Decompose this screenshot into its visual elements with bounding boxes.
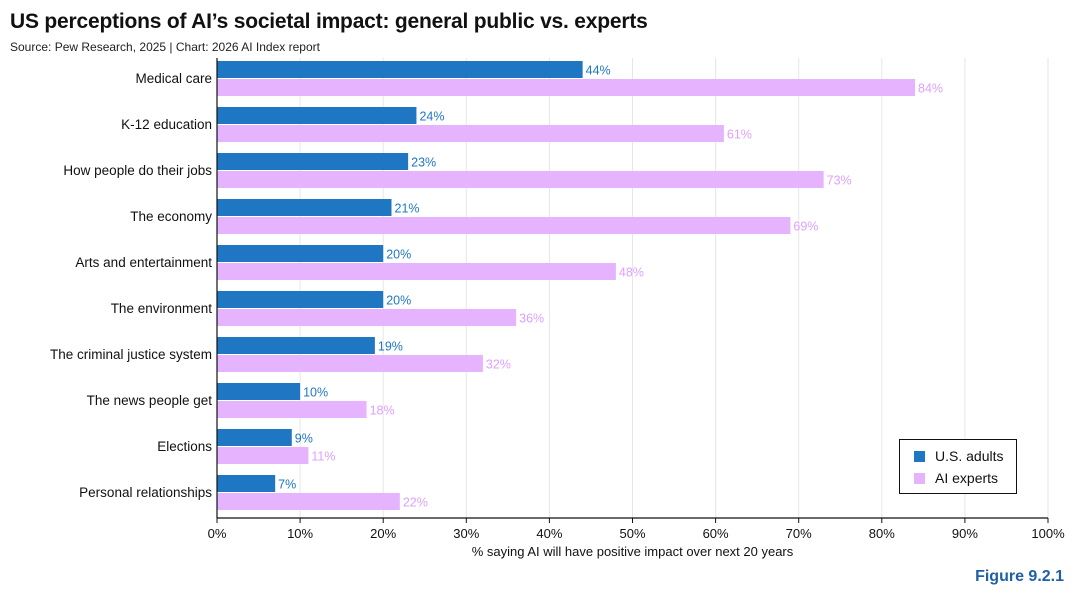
category-label: Medical care bbox=[135, 71, 212, 86]
bar-us-adults bbox=[217, 61, 583, 78]
legend-item-ai-experts: AI experts bbox=[914, 470, 998, 486]
bar-us-adults bbox=[217, 475, 276, 492]
data-label-ai-experts: 48% bbox=[619, 266, 644, 280]
chart-subtitle: Source: Pew Research, 2025 | Chart: 2026… bbox=[10, 40, 320, 54]
x-tick-label: 40% bbox=[536, 526, 562, 541]
chart-title: US perceptions of AI’s societal impact: … bbox=[10, 10, 648, 33]
x-tick-label: 30% bbox=[453, 526, 479, 541]
chart-legend: U.S. adults AI experts bbox=[899, 439, 1017, 494]
legend-item-us-adults: U.S. adults bbox=[914, 448, 1003, 464]
bar-ai-experts bbox=[217, 355, 483, 372]
x-tick-label: 80% bbox=[869, 526, 895, 541]
x-axis-title: % saying AI will have positive impact ov… bbox=[472, 544, 794, 559]
data-label-us-adults: 23% bbox=[411, 156, 436, 170]
category-label: How people do their jobs bbox=[63, 163, 212, 178]
data-label-us-adults: 20% bbox=[386, 294, 411, 308]
bar-ai-experts bbox=[217, 217, 791, 234]
data-label-us-adults: 24% bbox=[419, 110, 444, 124]
bar-ai-experts bbox=[217, 171, 824, 188]
x-tick-label: 20% bbox=[370, 526, 396, 541]
x-tick-label: 100% bbox=[1031, 526, 1065, 541]
x-tick-label: 90% bbox=[952, 526, 978, 541]
data-label-ai-experts: 61% bbox=[727, 128, 752, 142]
bar-ai-experts bbox=[217, 401, 367, 418]
x-tick-label: 70% bbox=[786, 526, 812, 541]
legend-label-us-adults: U.S. adults bbox=[935, 448, 1004, 464]
bar-ai-experts bbox=[217, 493, 400, 510]
data-label-ai-experts: 36% bbox=[519, 312, 544, 326]
x-tick-label: 10% bbox=[287, 526, 313, 541]
category-label: The news people get bbox=[87, 393, 213, 408]
data-label-us-adults: 7% bbox=[278, 478, 296, 492]
data-label-us-adults: 44% bbox=[586, 64, 611, 78]
category-label: The criminal justice system bbox=[50, 347, 212, 362]
bar-ai-experts bbox=[217, 309, 517, 326]
data-label-ai-experts: 84% bbox=[918, 82, 943, 96]
data-label-ai-experts: 18% bbox=[370, 404, 395, 418]
bar-ai-experts bbox=[217, 79, 916, 96]
x-tick-label: 0% bbox=[208, 526, 227, 541]
data-label-ai-experts: 22% bbox=[403, 496, 428, 510]
bar-us-adults bbox=[217, 245, 384, 262]
category-label: The environment bbox=[111, 301, 213, 316]
data-label-us-adults: 9% bbox=[295, 432, 313, 446]
category-label: The economy bbox=[130, 209, 212, 224]
data-label-ai-experts: 11% bbox=[311, 450, 335, 464]
legend-swatch-us-adults bbox=[914, 450, 925, 462]
data-label-us-adults: 20% bbox=[386, 248, 411, 262]
x-tick-label: 50% bbox=[619, 526, 645, 541]
bar-ai-experts bbox=[217, 125, 724, 142]
data-label-us-adults: 10% bbox=[303, 386, 328, 400]
bar-us-adults bbox=[217, 337, 375, 354]
bar-us-adults bbox=[217, 383, 301, 400]
data-label-us-adults: 19% bbox=[378, 340, 403, 354]
category-label: Arts and entertainment bbox=[75, 255, 212, 270]
bar-ai-experts bbox=[217, 447, 309, 464]
legend-swatch-ai-experts bbox=[914, 472, 925, 484]
data-label-ai-experts: 73% bbox=[827, 174, 852, 188]
category-label: Elections bbox=[157, 439, 212, 454]
data-label-ai-experts: 69% bbox=[793, 220, 818, 234]
bar-us-adults bbox=[217, 107, 417, 124]
data-label-ai-experts: 32% bbox=[486, 358, 511, 372]
bar-us-adults bbox=[217, 429, 292, 446]
category-label: K-12 education bbox=[121, 117, 212, 132]
bar-us-adults bbox=[217, 291, 384, 308]
x-tick-label: 60% bbox=[703, 526, 729, 541]
bar-us-adults bbox=[217, 153, 409, 170]
bar-us-adults bbox=[217, 199, 392, 216]
category-label: Personal relationships bbox=[79, 485, 212, 500]
data-label-us-adults: 21% bbox=[395, 202, 420, 216]
figure-label: Figure 9.2.1 bbox=[975, 568, 1064, 585]
bar-ai-experts bbox=[217, 263, 616, 280]
legend-label-ai-experts: AI experts bbox=[935, 470, 999, 486]
